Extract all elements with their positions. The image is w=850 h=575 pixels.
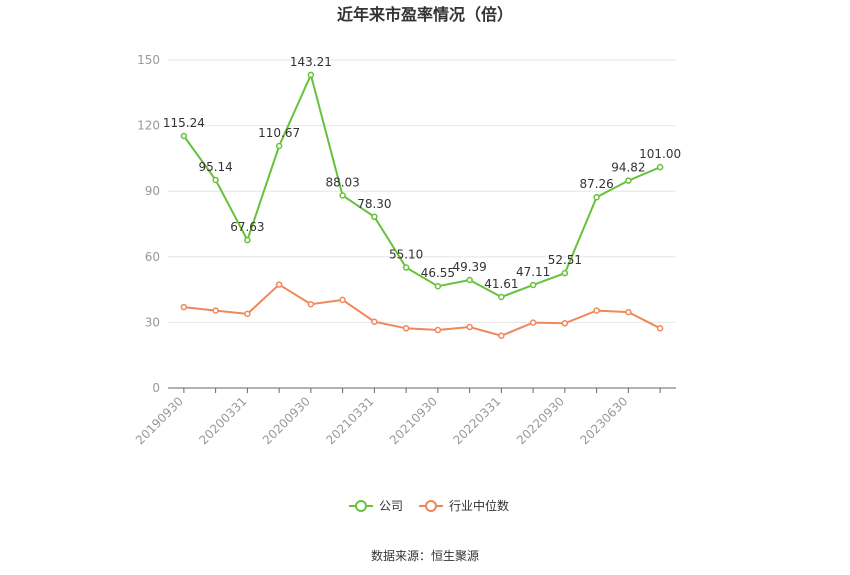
legend-marker <box>425 500 437 512</box>
data-point <box>371 318 378 325</box>
y-tick-label: 30 <box>145 315 160 329</box>
data-point <box>529 281 537 289</box>
data-point <box>339 296 346 304</box>
x-tick-label: 20200930 <box>260 394 313 447</box>
data-point <box>656 325 664 332</box>
data-point <box>625 177 632 184</box>
data-label: 55.10 <box>389 248 423 262</box>
legend-item[interactable]: 公司 <box>349 499 403 513</box>
y-tick-label: 60 <box>145 250 160 264</box>
data-label: 47.11 <box>516 265 550 279</box>
legend-label: 行业中位数 <box>449 498 509 513</box>
data-point <box>212 176 219 184</box>
data-label: 95.14 <box>198 160 232 174</box>
data-point <box>180 303 188 311</box>
data-label: 115.24 <box>163 116 205 130</box>
legend-item[interactable]: 行业中位数 <box>419 498 509 513</box>
data-point <box>561 269 569 277</box>
y-tick-label: 0 <box>152 381 160 395</box>
data-source: 数据来源：恒生聚源 <box>371 548 479 563</box>
x-tick-label: 20200331 <box>196 394 249 447</box>
y-tick-label: 90 <box>145 184 160 198</box>
data-point <box>180 132 188 140</box>
x-tick-label: 20210930 <box>387 394 440 447</box>
data-label: 46.55 <box>421 266 455 280</box>
legend[interactable]: 公司 行业中位数 <box>349 498 509 513</box>
data-point <box>244 236 251 244</box>
y-tick-label: 150 <box>137 53 160 67</box>
data-label: 101.00 <box>639 147 681 161</box>
data-point <box>593 193 600 201</box>
data-label: 110.67 <box>258 126 300 140</box>
data-label: 67.63 <box>230 220 264 234</box>
data-label: 49.39 <box>452 260 486 274</box>
chart-title: 近年来市盈率情况（倍） <box>337 5 513 24</box>
data-label: 87.26 <box>579 177 613 191</box>
data-point <box>498 332 505 339</box>
data-point <box>212 307 219 314</box>
data-point <box>466 276 473 284</box>
data-label: 94.82 <box>611 161 645 175</box>
data-point <box>625 308 632 316</box>
data-point <box>402 264 410 271</box>
x-tick-label: 20210331 <box>323 394 376 447</box>
data-point <box>466 323 473 331</box>
series-line <box>183 283 661 337</box>
x-axis: 20190930 20200331 20200930 20210331 20210930… <box>133 387 676 447</box>
data-point <box>498 293 505 301</box>
x-tick-label: 20220930 <box>514 394 567 447</box>
data-label: 143.21 <box>290 55 332 69</box>
legend-label: 公司 <box>379 499 403 513</box>
legend-marker <box>355 500 367 512</box>
data-point <box>307 301 315 308</box>
x-tick-label: 20190930 <box>133 394 186 447</box>
data-label: 41.61 <box>484 277 518 291</box>
data-point <box>656 163 664 171</box>
data-label: 88.03 <box>325 176 359 190</box>
data-point <box>307 71 315 79</box>
grid <box>168 59 676 323</box>
x-tick-label: 20230630 <box>577 394 630 447</box>
data-label: 52.51 <box>548 253 582 267</box>
y-axis: 0 30 60 90 120 150 <box>137 53 160 395</box>
series-layer: 115.24 95.14 67.63 110.67 143.21 88.03 78.30 55… <box>163 55 681 339</box>
y-tick-label: 120 <box>137 119 160 133</box>
data-point <box>593 307 600 314</box>
data-label: 78.30 <box>357 197 391 211</box>
data-point <box>371 213 378 221</box>
data-point <box>529 319 537 326</box>
data-point <box>275 281 283 288</box>
series-line <box>183 71 661 299</box>
data-point <box>434 282 442 290</box>
data-point <box>244 310 251 318</box>
x-tick-label: 20220331 <box>450 394 503 447</box>
data-point <box>561 320 569 327</box>
data-point <box>402 325 410 332</box>
data-point <box>339 192 346 199</box>
data-point <box>275 142 283 150</box>
data-point <box>434 326 442 334</box>
